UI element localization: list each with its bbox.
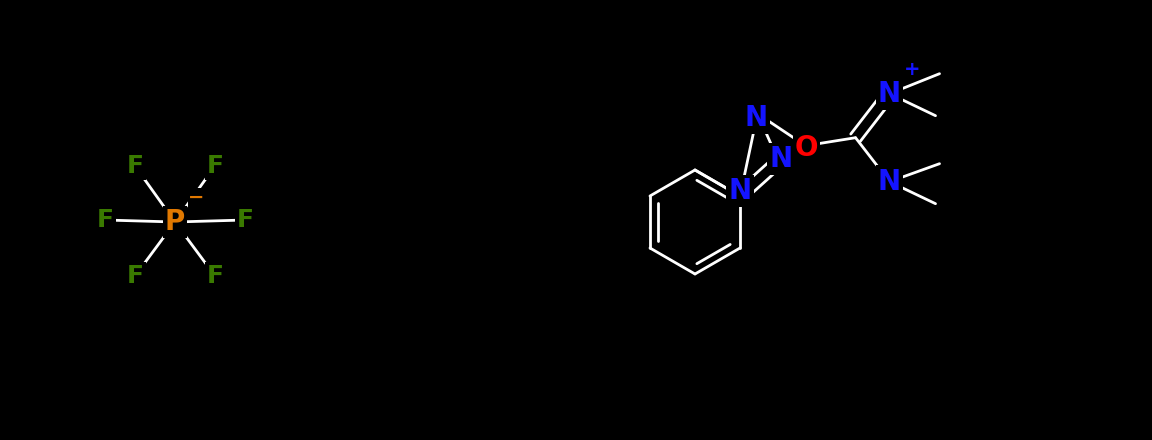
Text: F: F (97, 208, 114, 232)
Text: F: F (127, 264, 144, 288)
Text: N: N (878, 80, 901, 108)
Text: P: P (165, 208, 185, 236)
Text: F: F (206, 154, 223, 178)
Text: +: + (903, 60, 920, 79)
Text: N: N (745, 104, 768, 132)
Text: F: F (206, 264, 223, 288)
Text: F: F (127, 154, 144, 178)
Text: F: F (236, 208, 253, 232)
Text: N: N (728, 177, 751, 205)
Text: O: O (795, 134, 818, 162)
Text: N: N (878, 168, 901, 196)
Text: N: N (770, 145, 793, 173)
Text: −: − (188, 188, 204, 207)
